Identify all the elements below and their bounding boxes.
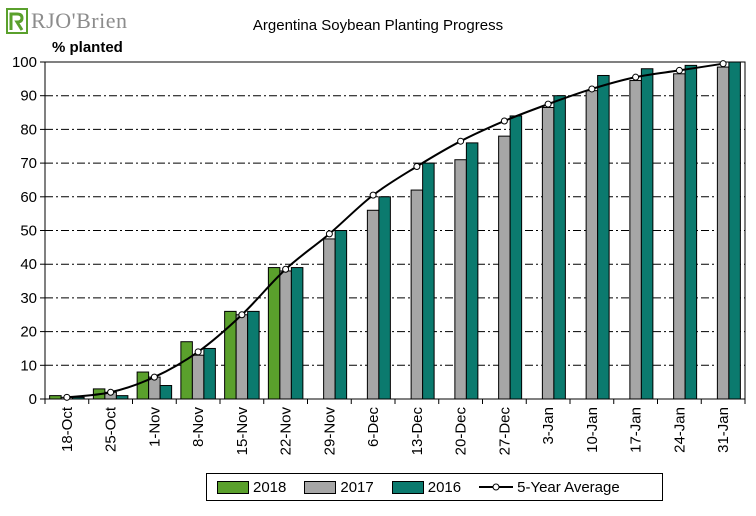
legend-line-key-icon bbox=[479, 483, 514, 491]
x-tick-label: 8-Nov bbox=[190, 407, 207, 448]
bar-2016 bbox=[597, 74, 610, 400]
point-5-year-average bbox=[544, 100, 552, 108]
x-tick-label: 24-Jan bbox=[671, 407, 688, 453]
bar-2018 bbox=[136, 371, 150, 400]
y-tick-label: 20 bbox=[20, 324, 37, 341]
legend-swatch-2017 bbox=[304, 480, 337, 494]
y-tick-label: 10 bbox=[20, 357, 37, 374]
bar-2017 bbox=[541, 106, 555, 400]
point-5-year-average bbox=[675, 66, 683, 74]
bar-2017 bbox=[673, 73, 686, 400]
y-tick-label: 70 bbox=[20, 155, 37, 172]
point-5-year-average bbox=[194, 348, 202, 356]
legend-swatch-2018 bbox=[217, 480, 249, 494]
legend-item-2016: 2016 bbox=[391, 478, 462, 496]
x-tick-label: 29-Nov bbox=[321, 407, 338, 456]
y-tick-label: 60 bbox=[20, 189, 37, 206]
bar-2017 bbox=[323, 238, 336, 400]
x-tick-label: 17-Jan bbox=[628, 407, 645, 453]
y-tick-label: 40 bbox=[20, 256, 37, 273]
x-tick-label: 10-Jan bbox=[584, 407, 601, 453]
bar-2018 bbox=[267, 267, 281, 400]
y-tick-label: 80 bbox=[20, 121, 37, 138]
bar-2016 bbox=[422, 162, 435, 400]
bar-2016 bbox=[115, 395, 129, 400]
plot-area-frame bbox=[44, 61, 746, 400]
point-5-year-average bbox=[500, 117, 508, 125]
chart-title: Argentina Soybean Planting Progress bbox=[252, 17, 504, 34]
bar-2016 bbox=[247, 310, 260, 400]
bar-2017 bbox=[716, 66, 730, 400]
chart-legend: 2018 2017 2016 5-Year Average bbox=[206, 473, 663, 501]
legend-item-2018: 2018 bbox=[217, 479, 286, 496]
y-tick-label: 50 bbox=[20, 223, 37, 240]
bar-2017 bbox=[454, 159, 467, 400]
point-5-year-average bbox=[632, 73, 640, 81]
legend-label-2018: 2018 bbox=[253, 478, 287, 496]
bar-2016 bbox=[334, 230, 348, 400]
bar-2016 bbox=[378, 196, 391, 400]
point-5-year-average bbox=[719, 60, 727, 68]
point-5-year-average bbox=[150, 373, 158, 381]
bar-2016 bbox=[203, 347, 216, 400]
logo-mark-icon bbox=[6, 8, 28, 34]
point-5-year-average bbox=[588, 85, 596, 93]
logo-text: RJO'Brien bbox=[31, 8, 128, 33]
bar-2017 bbox=[279, 270, 292, 400]
y-tick-label: 0 bbox=[29, 391, 37, 408]
y-tick-label: 90 bbox=[20, 88, 37, 105]
bar-2016 bbox=[553, 95, 566, 400]
point-5-year-average bbox=[457, 137, 465, 145]
point-5-year-average bbox=[325, 230, 333, 238]
point-5-year-average bbox=[282, 265, 290, 273]
x-tick-label: 6-Dec bbox=[365, 407, 382, 448]
y-tick-label: 30 bbox=[20, 290, 37, 307]
legend-swatch-2016 bbox=[391, 480, 424, 494]
x-tick-label: 27-Dec bbox=[496, 407, 513, 456]
bar-2018 bbox=[49, 395, 62, 400]
y-axis-label: % planted bbox=[52, 39, 123, 56]
x-tick-label: 3-Jan bbox=[540, 407, 557, 445]
point-5-year-average bbox=[63, 393, 71, 401]
point-5-year-average bbox=[238, 311, 246, 319]
bar-2016 bbox=[159, 385, 173, 400]
legend-item-5yr-avg: 5-Year Average bbox=[479, 479, 620, 496]
legend-label-2016: 2016 bbox=[427, 478, 462, 496]
bar-2016 bbox=[509, 115, 523, 400]
bar-2017 bbox=[629, 80, 642, 400]
bar-2018 bbox=[180, 341, 193, 400]
point-5-year-average bbox=[107, 388, 115, 396]
x-tick-label: 15-Nov bbox=[234, 407, 251, 456]
bar-2016 bbox=[465, 142, 479, 400]
bar-2017 bbox=[498, 135, 511, 400]
x-tick-label: 31-Jan bbox=[715, 407, 732, 453]
x-tick-label: 1-Nov bbox=[146, 407, 163, 448]
line-5-year-average bbox=[66, 62, 724, 399]
legend-item-2017: 2017 bbox=[304, 478, 374, 496]
x-tick-label: 20-Dec bbox=[453, 407, 470, 456]
x-tick-label: 18-Oct bbox=[59, 406, 76, 452]
bar-2016 bbox=[290, 267, 304, 400]
point-5-year-average bbox=[413, 162, 421, 170]
point-5-year-average bbox=[369, 191, 377, 199]
company-logo: RJO'Brien bbox=[6, 8, 127, 34]
bar-2017 bbox=[366, 209, 380, 400]
bar-2017 bbox=[235, 314, 249, 400]
x-tick-label: 25-Oct bbox=[103, 406, 120, 452]
x-tick-label: 22-Nov bbox=[278, 407, 295, 456]
bar-2016 bbox=[728, 61, 741, 400]
bar-2017 bbox=[410, 189, 424, 400]
bar-2017 bbox=[191, 354, 205, 400]
legend-label-5yr-avg: 5-Year Average bbox=[517, 478, 620, 496]
bar-2017 bbox=[585, 90, 599, 400]
x-tick-label: 13-Dec bbox=[409, 407, 426, 456]
bar-2016 bbox=[640, 68, 654, 400]
legend-label-2017: 2017 bbox=[340, 478, 374, 496]
bar-2016 bbox=[684, 64, 698, 400]
y-tick-label: 100 bbox=[12, 54, 37, 71]
